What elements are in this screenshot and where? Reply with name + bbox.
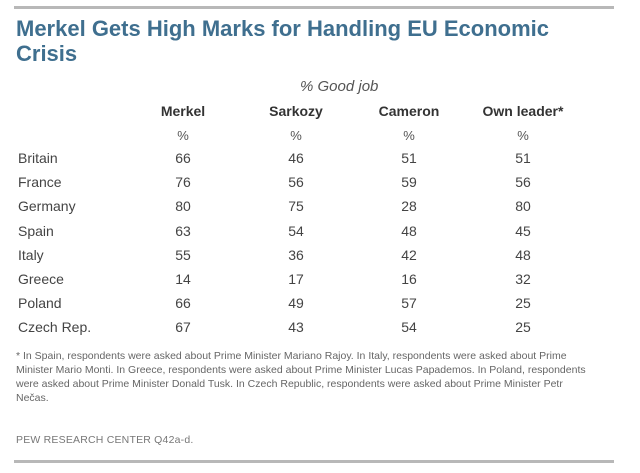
- row-label: Britain: [18, 150, 58, 166]
- row-label: Spain: [18, 222, 54, 239]
- table-cell: 48: [401, 222, 417, 239]
- table-subheader: % Good job: [300, 78, 379, 95]
- table-cell: 42: [401, 246, 417, 263]
- table-cell: 57: [401, 295, 417, 312]
- source-note: PEW RESEARCH CENTER Q42a-d.: [16, 434, 194, 446]
- table-cell: 17: [288, 271, 304, 287]
- table-cell: 43: [288, 319, 304, 336]
- table-cell: 66: [175, 295, 191, 312]
- column-header: Cameron: [378, 103, 440, 119]
- column-unit: %: [290, 128, 302, 143]
- table-cell: 49: [288, 295, 304, 312]
- row-label: Greece: [18, 271, 64, 287]
- footnote: * In Spain, respondents were asked about…: [16, 350, 586, 404]
- table-cell: 63: [175, 222, 191, 239]
- column-unit: %: [403, 128, 415, 143]
- table-cell: 16: [401, 271, 417, 287]
- table-cell: 76: [175, 174, 191, 191]
- column-header: Own leader*: [482, 103, 564, 119]
- table-cell: 45: [515, 222, 531, 239]
- table-cell: 66: [175, 150, 191, 166]
- column-unit: %: [177, 128, 189, 143]
- bottom-rule: [14, 460, 614, 463]
- table-cell: 59: [401, 174, 417, 191]
- column-header: Sarkozy: [269, 103, 323, 119]
- row-label: Italy: [18, 246, 44, 263]
- table-cell: 80: [175, 198, 191, 215]
- table-cell: 75: [288, 198, 304, 215]
- table-cell: 80: [515, 198, 531, 215]
- table-cell: 56: [288, 174, 304, 191]
- table-cell: 67: [175, 319, 191, 336]
- row-label: Germany: [18, 198, 76, 215]
- table-cell: 25: [515, 295, 531, 312]
- table-cell: 56: [515, 174, 531, 191]
- table-cell: 51: [515, 150, 531, 166]
- table-cell: 55: [175, 246, 191, 263]
- chart-title: Merkel Gets High Marks for Handling EU E…: [16, 16, 549, 66]
- table-cell: 51: [401, 150, 417, 166]
- top-rule: [14, 6, 614, 9]
- row-label: France: [18, 174, 62, 191]
- table-cell: 54: [401, 319, 417, 336]
- table-cell: 14: [175, 271, 191, 287]
- table-cell: 48: [515, 246, 531, 263]
- table-cell: 25: [515, 319, 531, 336]
- table-cell: 54: [288, 222, 304, 239]
- table-cell: 28: [401, 198, 417, 215]
- table-cell: 36: [288, 246, 304, 263]
- row-label: Poland: [18, 295, 62, 312]
- column-unit: %: [517, 128, 529, 143]
- table-cell: 46: [288, 150, 304, 166]
- column-header: Merkel: [160, 103, 206, 119]
- table-cell: 32: [515, 271, 531, 287]
- row-label: Czech Rep.: [18, 319, 92, 336]
